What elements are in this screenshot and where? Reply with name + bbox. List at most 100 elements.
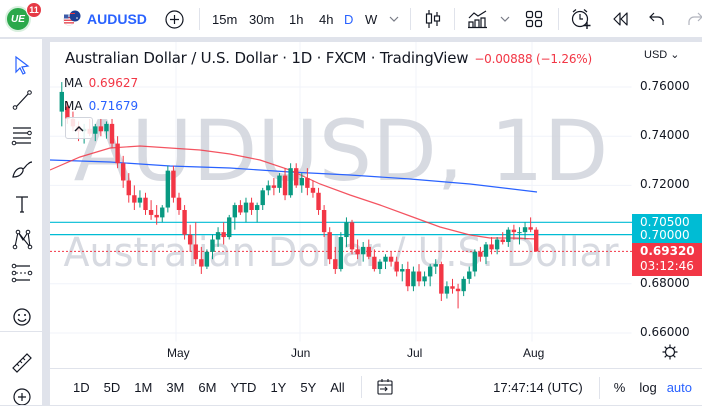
price-tick: 0.66000 xyxy=(640,325,690,339)
range-5d[interactable]: 5D xyxy=(103,379,121,395)
range-1d[interactable]: 1D xyxy=(73,379,90,395)
candle xyxy=(266,180,271,196)
time-tick: Jul xyxy=(407,346,423,360)
candle xyxy=(165,165,171,213)
interval-30m[interactable]: 30m xyxy=(249,11,275,27)
layout-icon[interactable] xyxy=(525,10,543,28)
text-icon[interactable] xyxy=(10,192,34,216)
cursor-icon[interactable] xyxy=(10,53,34,77)
interval-15m[interactable]: 15m xyxy=(212,11,238,27)
candle xyxy=(439,261,444,302)
candle xyxy=(171,165,176,203)
range-ytd[interactable]: YTD xyxy=(230,379,257,395)
interval-4h[interactable]: 4h xyxy=(319,11,334,27)
interval-dropdown-icon[interactable] xyxy=(389,15,399,23)
ma-legend-2[interactable]: MA 0.71679 xyxy=(64,99,139,113)
pattern-icon[interactable] xyxy=(10,227,34,251)
percent-scale-toggle[interactable]: % xyxy=(613,380,626,395)
divider xyxy=(360,376,362,398)
chart-legend: Australian Dollar / U.S. Dollar · 1D · F… xyxy=(65,49,592,67)
candle xyxy=(98,118,104,137)
candle xyxy=(534,227,539,252)
trend-line-icon[interactable] xyxy=(10,88,34,112)
chart-pane[interactable]: AUDUSD, 1D Australian Dollar / U.S. Dolla… xyxy=(50,42,702,405)
candle xyxy=(288,163,293,198)
last-price: 0.69320 xyxy=(640,244,695,259)
candle xyxy=(383,254,388,270)
time-tick: Aug xyxy=(523,346,545,360)
interval-W[interactable]: W xyxy=(365,11,378,27)
price-tick: 0.74000 xyxy=(640,128,690,143)
candle xyxy=(427,264,433,287)
emoji-icon[interactable] xyxy=(10,305,34,329)
ma-value: 0.69627 xyxy=(88,76,139,90)
candle xyxy=(137,190,143,208)
brush-icon[interactable] xyxy=(10,157,34,181)
price-chart[interactable]: AUDUSD, 1D Australian Dollar / U.S. Dolla… xyxy=(50,42,702,368)
range-1m[interactable]: 1M xyxy=(134,379,153,395)
price-tick: 0.76000 xyxy=(640,79,690,93)
range-5y[interactable]: 5Y xyxy=(300,379,317,395)
undo-icon[interactable] xyxy=(648,11,666,27)
indicators-icon[interactable] xyxy=(467,9,489,29)
candle xyxy=(489,237,494,255)
candle xyxy=(467,266,472,284)
zoom-in-icon[interactable] xyxy=(10,385,34,405)
divider xyxy=(598,376,600,399)
range-6m[interactable]: 6M xyxy=(198,379,217,395)
legend-collapse-button[interactable] xyxy=(65,117,93,139)
price-tick: 0.68000 xyxy=(640,275,690,290)
candle xyxy=(444,281,450,299)
add-symbol-icon[interactable] xyxy=(165,10,184,29)
candle xyxy=(416,264,422,287)
log-scale-toggle[interactable]: log xyxy=(639,380,657,395)
watermark-symbol: AUDUSD, 1D xyxy=(74,102,609,200)
utc-clock[interactable]: 17:47:14 (UTC) xyxy=(493,380,583,395)
alert-icon[interactable] xyxy=(570,8,592,30)
candles-icon[interactable] xyxy=(424,9,442,29)
hline-price-tag: 0.70000 xyxy=(632,226,702,243)
candle xyxy=(511,224,517,240)
last-price-tag: 0.69320 03:12:46 xyxy=(632,243,702,277)
candle xyxy=(148,200,154,220)
candle xyxy=(210,234,215,260)
fib-retracement-icon[interactable] xyxy=(10,123,34,147)
candle xyxy=(344,217,349,247)
candle xyxy=(294,163,299,188)
range-3m[interactable]: 3M xyxy=(166,379,185,395)
candle xyxy=(338,232,344,272)
ruler-icon[interactable] xyxy=(10,351,34,375)
replay-icon[interactable] xyxy=(611,11,629,27)
candle xyxy=(120,155,126,188)
candle xyxy=(372,249,377,272)
candle xyxy=(500,232,505,245)
interval-D[interactable]: D xyxy=(344,11,354,27)
candle xyxy=(299,173,304,193)
candle xyxy=(260,187,265,210)
candle xyxy=(506,227,511,247)
indicators-dropdown-icon[interactable] xyxy=(500,15,510,23)
currency-selector[interactable]: USD ⌄ xyxy=(644,49,680,61)
auto-scale-toggle[interactable]: auto xyxy=(666,380,692,395)
range-all[interactable]: All xyxy=(330,379,345,395)
symbol-search-button[interactable]: AUDUSD xyxy=(87,11,147,27)
candle xyxy=(349,219,355,255)
divider xyxy=(199,8,200,30)
candle xyxy=(249,197,254,215)
candle xyxy=(238,200,243,215)
hline-price-tag: 0.70500 xyxy=(632,214,702,231)
candle xyxy=(433,259,438,274)
prediction-icon[interactable] xyxy=(10,261,34,285)
candle xyxy=(355,239,360,260)
candle xyxy=(494,237,500,255)
settings-gear-icon[interactable] xyxy=(662,344,678,360)
candle xyxy=(310,180,316,198)
range-1y[interactable]: 1Y xyxy=(270,379,287,395)
candle xyxy=(483,241,489,265)
ma-legend-1[interactable]: MA 0.69627 xyxy=(64,76,139,90)
candle xyxy=(316,187,321,215)
date-range-icon[interactable] xyxy=(376,378,394,396)
redo-icon[interactable] xyxy=(688,11,702,27)
candle xyxy=(472,249,478,277)
interval-1h[interactable]: 1h xyxy=(289,11,304,27)
